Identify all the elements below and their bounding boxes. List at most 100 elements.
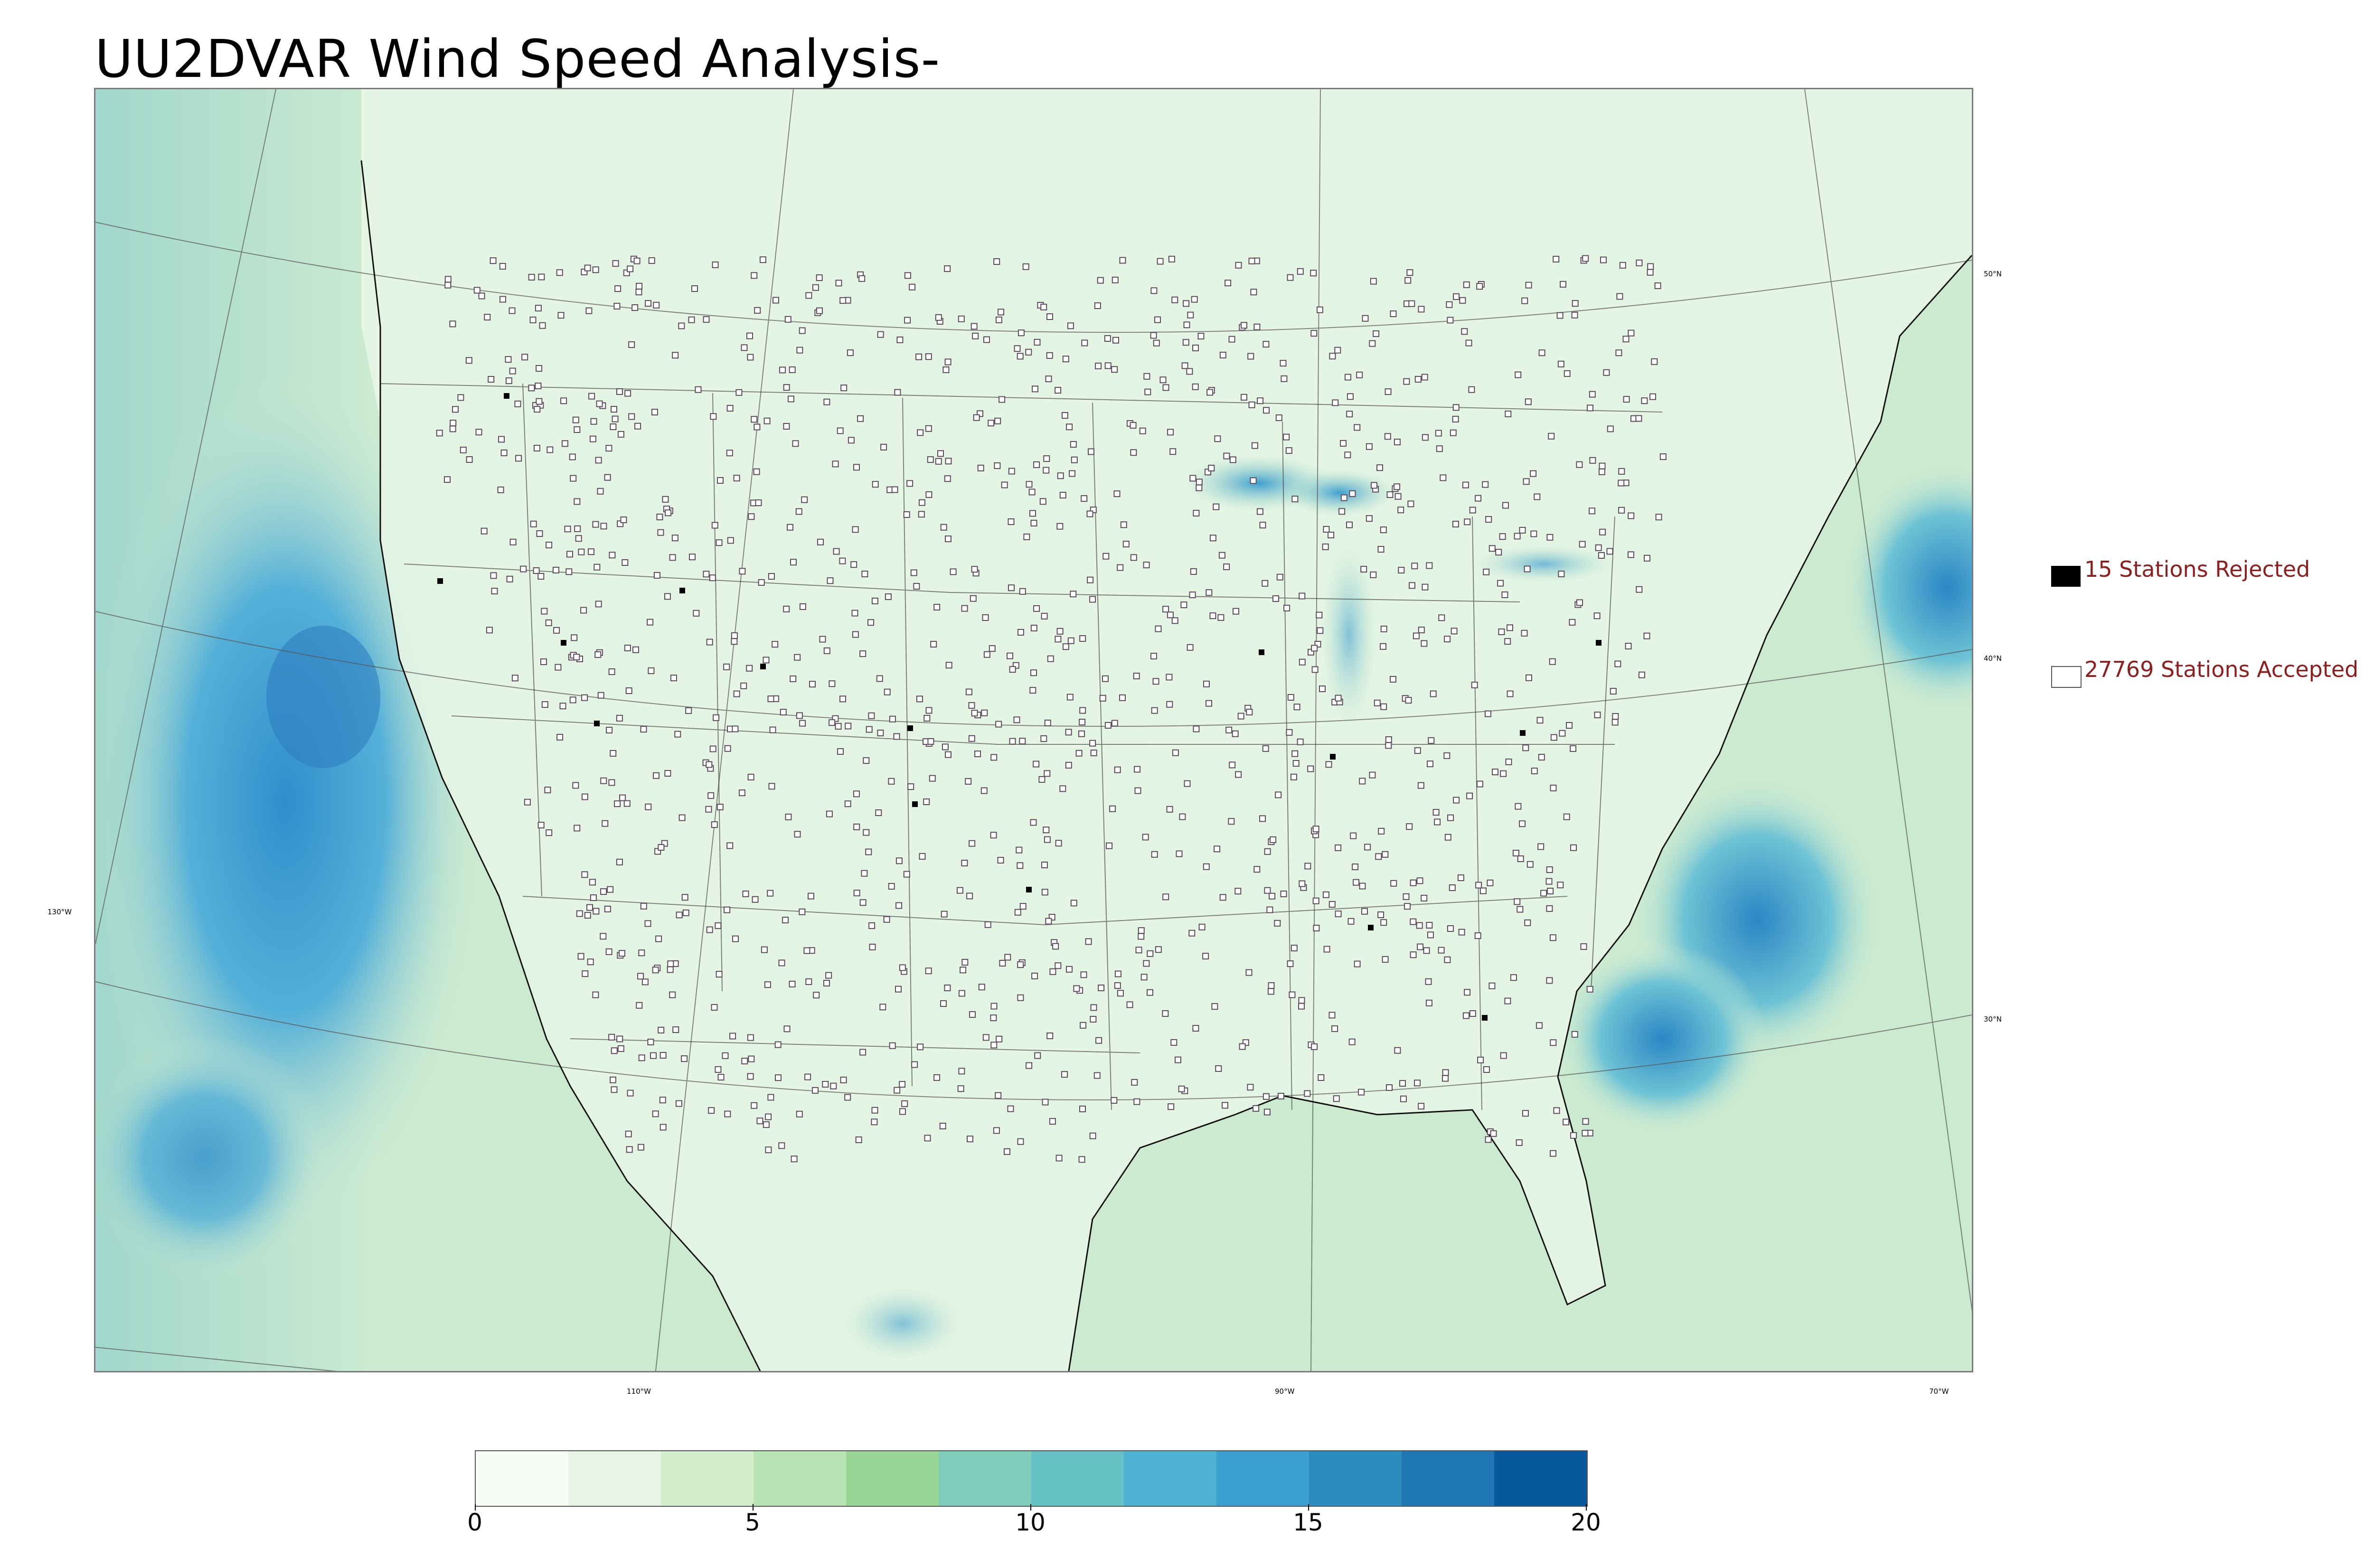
accepted-station-marker [1033, 461, 1040, 468]
accepted-station-marker [593, 908, 600, 915]
accepted-station-marker [925, 491, 933, 498]
accepted-station-marker [839, 557, 846, 564]
accepted-station-marker [1109, 805, 1116, 812]
accepted-station-marker [1536, 1022, 1543, 1029]
accepted-station-marker [1444, 636, 1451, 643]
accepted-station-marker [1270, 836, 1277, 843]
accepted-station-marker [813, 992, 820, 999]
accepted-station-marker [1416, 922, 1423, 929]
accepted-station-marker [1636, 259, 1643, 266]
accepted-station-marker [1517, 906, 1524, 913]
accepted-station-marker [584, 264, 591, 272]
accepted-station-marker [944, 358, 951, 366]
accepted-station-marker [1375, 853, 1382, 860]
accepted-station-marker [1188, 930, 1196, 937]
accepted-station-marker [942, 743, 949, 751]
accepted-station-marker [1291, 945, 1298, 952]
accepted-station-marker [741, 1058, 748, 1065]
accepted-station-marker [1203, 680, 1210, 687]
accepted-station-marker [1380, 919, 1387, 926]
accepted-station-marker [587, 958, 594, 966]
accepted-station-marker [765, 1113, 772, 1120]
accepted-station-marker [617, 1045, 624, 1052]
accepted-station-marker [1453, 293, 1460, 300]
accepted-station-marker [1017, 994, 1024, 1001]
accepted-station-marker [1219, 894, 1226, 901]
accepted-station-marker [1262, 1093, 1270, 1100]
accepted-station-marker [751, 272, 758, 279]
accepted-station-marker [1619, 262, 1626, 269]
accepted-station-marker [596, 400, 603, 407]
accepted-station-marker [1046, 313, 1053, 320]
accepted-station-marker [1248, 257, 1255, 264]
accepted-station-marker [780, 709, 787, 716]
accepted-station-marker [1446, 301, 1453, 308]
accepted-station-marker [1154, 316, 1161, 323]
accepted-station-marker [925, 967, 932, 975]
accepted-station-marker [585, 307, 593, 314]
accepted-station-marker [755, 499, 762, 507]
accepted-station-marker [645, 803, 652, 810]
accepted-station-marker [1519, 820, 1526, 827]
accepted-station-marker [670, 675, 677, 682]
accepted-station-marker [1576, 461, 1583, 468]
accepted-station-marker [1192, 1025, 1199, 1032]
accepted-station-marker [980, 787, 988, 794]
accepted-station-marker [930, 641, 937, 648]
accepted-station-marker [635, 289, 642, 296]
accepted-station-marker [1449, 884, 1456, 891]
accepted-station-marker [1618, 507, 1625, 514]
accepted-station-marker [1192, 344, 1199, 351]
accepted-station-marker [944, 265, 951, 272]
accepted-station-marker [574, 426, 581, 433]
accepted-station-marker [741, 344, 748, 351]
accepted-station-marker [1291, 496, 1299, 503]
accepted-station-marker [1213, 503, 1220, 510]
accepted-station-marker [1017, 862, 1024, 869]
accepted-station-marker [1599, 528, 1606, 535]
accepted-station-marker [1283, 433, 1290, 441]
accepted-station-marker [1421, 374, 1428, 381]
accepted-station-marker [572, 782, 579, 789]
accepted-station-marker [732, 935, 739, 942]
accepted-station-marker [1090, 1004, 1097, 1011]
accepted-station-marker [927, 456, 934, 463]
accepted-station-marker [1359, 778, 1366, 785]
accepted-station-marker [827, 577, 834, 584]
accepted-station-marker [672, 352, 679, 359]
accepted-station-marker [1229, 761, 1236, 769]
accepted-station-marker [1223, 563, 1230, 570]
accepted-station-marker [1416, 877, 1423, 884]
accepted-station-marker [925, 707, 933, 714]
accepted-station-marker [1501, 591, 1508, 598]
accepted-station-marker [775, 1074, 782, 1081]
accepted-station-marker [835, 723, 842, 730]
accepted-station-marker [1353, 879, 1360, 886]
accepted-station-marker [1516, 1139, 1523, 1146]
accepted-station-marker [681, 894, 688, 901]
accepted-station-marker [1276, 573, 1283, 581]
accepted-station-marker [1374, 699, 1381, 706]
accepted-station-marker [1380, 526, 1387, 534]
accepted-station-marker [1524, 919, 1531, 926]
accepted-station-marker [1038, 776, 1046, 783]
accepted-station-marker [1557, 882, 1564, 889]
accepted-station-marker [1495, 549, 1502, 556]
accepted-station-marker [1183, 300, 1190, 307]
accepted-station-marker [1364, 844, 1371, 851]
accepted-station-marker [738, 789, 745, 797]
colorbar-segment [1402, 1451, 1494, 1506]
accepted-station-marker [823, 980, 830, 986]
colorbar-tick-label: 5 [745, 1509, 760, 1536]
accepted-station-marker [602, 820, 609, 827]
accepted-station-marker [1168, 255, 1175, 263]
accepted-station-marker [536, 530, 543, 537]
accepted-station-marker [1464, 518, 1471, 526]
accepted-station-marker [705, 806, 712, 813]
colorbar-tick-mark [1030, 1504, 1031, 1511]
accepted-station-marker [1248, 401, 1255, 408]
lon-label-70: 70°W [1929, 1387, 1949, 1396]
accepted-station-marker [819, 636, 826, 643]
accepted-station-marker [1366, 443, 1373, 450]
accepted-station-marker [1316, 611, 1323, 619]
